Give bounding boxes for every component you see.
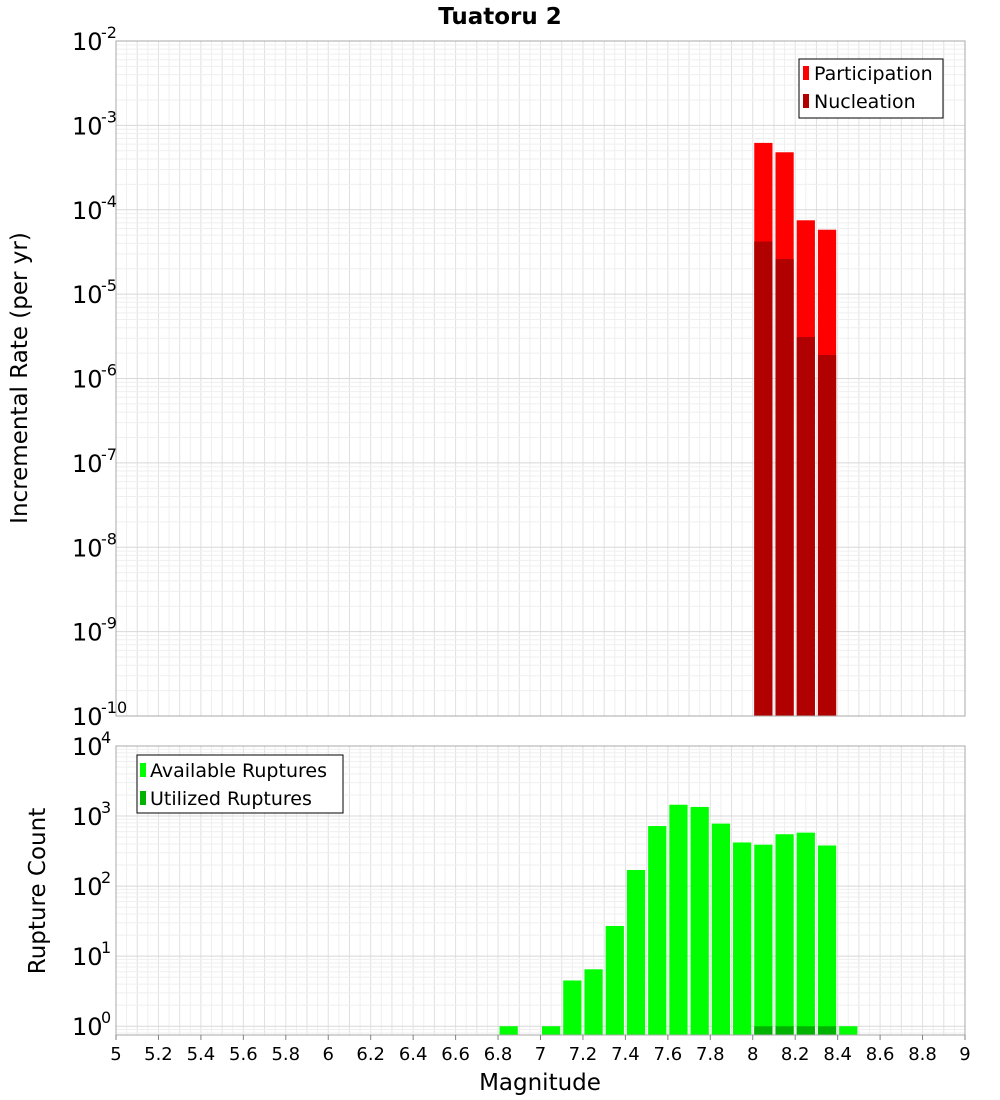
x-tick-label: 5.6 [229, 1044, 258, 1065]
x-tick-label: 8.4 [823, 1044, 852, 1065]
bar-available-ruptures [626, 869, 646, 1035]
y-tick-label: 10 [72, 534, 103, 562]
bar-available-ruptures [669, 804, 688, 1035]
bar-nucleation [817, 354, 837, 716]
y-tick-label: 10 [72, 112, 103, 140]
legend-swatch-utilized [140, 791, 146, 805]
x-tick-label: 7 [535, 1044, 546, 1065]
x-tick-label: 8.8 [908, 1044, 937, 1065]
x-tick-label: 5 [110, 1044, 121, 1065]
y-tick-exponent: 0 [101, 1008, 111, 1027]
y-tick-exponent: 1 [101, 938, 111, 957]
y-tick-label: 10 [72, 733, 103, 761]
bar-utilized-ruptures [775, 1026, 794, 1035]
y-tick-exponent: -9 [101, 614, 117, 633]
bar-available-ruptures [499, 1026, 518, 1035]
y-tick-exponent: 3 [101, 798, 111, 817]
bar-available-ruptures [648, 826, 667, 1035]
y-tick-label: 10 [72, 943, 103, 971]
y-tick-label: 10 [72, 803, 103, 831]
bar-available-ruptures [775, 834, 794, 1035]
bar-available-ruptures [563, 980, 582, 1035]
bar-available-ruptures [796, 832, 815, 1035]
y-tick-label: 10 [72, 28, 103, 56]
bar-available-ruptures [711, 823, 731, 1035]
bottom-bars [499, 804, 858, 1035]
bar-nucleation [775, 259, 794, 716]
bar-available-ruptures [839, 1026, 858, 1035]
bar-utilized-ruptures [817, 1026, 837, 1035]
x-tick-label: 9 [959, 1044, 970, 1065]
x-tick-label: 7.8 [696, 1044, 725, 1065]
x-tick-label: 8 [747, 1044, 758, 1065]
y-tick-exponent: -5 [101, 276, 117, 295]
top-y-axis-label: Incremental Rate (per yr) [7, 232, 33, 524]
x-tick-label: 5.2 [144, 1044, 173, 1065]
y-tick-exponent: 2 [101, 868, 111, 887]
x-axis-label: Magnitude [479, 1070, 601, 1096]
x-tick-label: 7.2 [569, 1044, 598, 1065]
bar-available-ruptures [754, 844, 773, 1035]
y-tick-label: 10 [72, 873, 103, 901]
y-tick-label: 10 [72, 1013, 103, 1041]
y-tick-exponent: -7 [101, 445, 117, 464]
x-tick-label: 8.6 [866, 1044, 895, 1065]
legend-swatch-available [140, 763, 146, 777]
legend-label-participation: Participation [814, 63, 933, 85]
y-tick-label: 10 [72, 366, 103, 394]
bottom-y-axis-label: Rupture Count [25, 808, 51, 974]
bar-nucleation [796, 337, 815, 716]
y-tick-label: 10 [72, 197, 103, 225]
x-tick-label: 8.2 [781, 1044, 810, 1065]
legend-label-nucleation: Nucleation [814, 91, 916, 113]
x-tick-label: 6.2 [356, 1044, 385, 1065]
legend-swatch-participation [803, 66, 809, 80]
top-grid [115, 40, 966, 717]
bar-utilized-ruptures [796, 1026, 815, 1035]
y-tick-exponent: -2 [101, 23, 117, 42]
x-tick-label: 5.4 [187, 1044, 216, 1065]
x-tick-label: 6.6 [441, 1044, 470, 1065]
x-tick-label: 5.8 [271, 1044, 300, 1065]
top-y-ticks: 10-210-310-410-510-610-710-810-910-10 [72, 23, 127, 731]
top-plot-frame [115, 40, 966, 717]
bar-available-ruptures [584, 969, 603, 1035]
bar-available-ruptures [690, 806, 709, 1035]
x-tick-labels: 5 5.2 5.4 5.6 5.8 6 6.2 6.4 6.6 6.8 7 7.2 7.4 7.6 7.8 8… [110, 1035, 971, 1065]
y-tick-label: 10 [72, 281, 103, 309]
top-legend: Participation Nucleation [798, 58, 944, 119]
bar-available-ruptures [605, 925, 624, 1035]
top-bars [754, 142, 837, 717]
y-tick-exponent: -10 [101, 698, 127, 717]
x-tick-label: 7.6 [654, 1044, 683, 1065]
x-tick-label: 6.4 [399, 1044, 428, 1065]
x-tick-label: 7.4 [611, 1044, 640, 1065]
y-tick-exponent: -6 [101, 361, 117, 380]
y-tick-label: 10 [72, 450, 103, 478]
y-tick-exponent: 4 [101, 728, 111, 747]
y-tick-label: 10 [72, 619, 103, 647]
bar-nucleation [754, 241, 773, 717]
legend-label-utilized: Utilized Ruptures [150, 788, 312, 810]
bottom-legend-box [136, 754, 344, 814]
y-tick-label: 10 [72, 703, 103, 731]
legend-swatch-nucleation [803, 94, 809, 108]
bottom-legend: Available Ruptures Utilized Ruptures [136, 754, 344, 814]
bar-available-ruptures [733, 842, 752, 1035]
y-tick-exponent: -4 [101, 192, 117, 211]
bar-utilized-ruptures [754, 1026, 773, 1035]
x-tick-label: 6 [323, 1044, 334, 1065]
y-tick-exponent: -3 [101, 107, 117, 126]
y-tick-exponent: -8 [101, 529, 117, 548]
top-legend-box [798, 58, 944, 119]
bar-available-ruptures [542, 1026, 561, 1035]
chart-title: Tuatoru 2 [438, 4, 562, 30]
x-tick-label: 6.8 [484, 1044, 513, 1065]
bar-available-ruptures [817, 845, 837, 1035]
legend-label-available: Available Ruptures [150, 760, 327, 782]
